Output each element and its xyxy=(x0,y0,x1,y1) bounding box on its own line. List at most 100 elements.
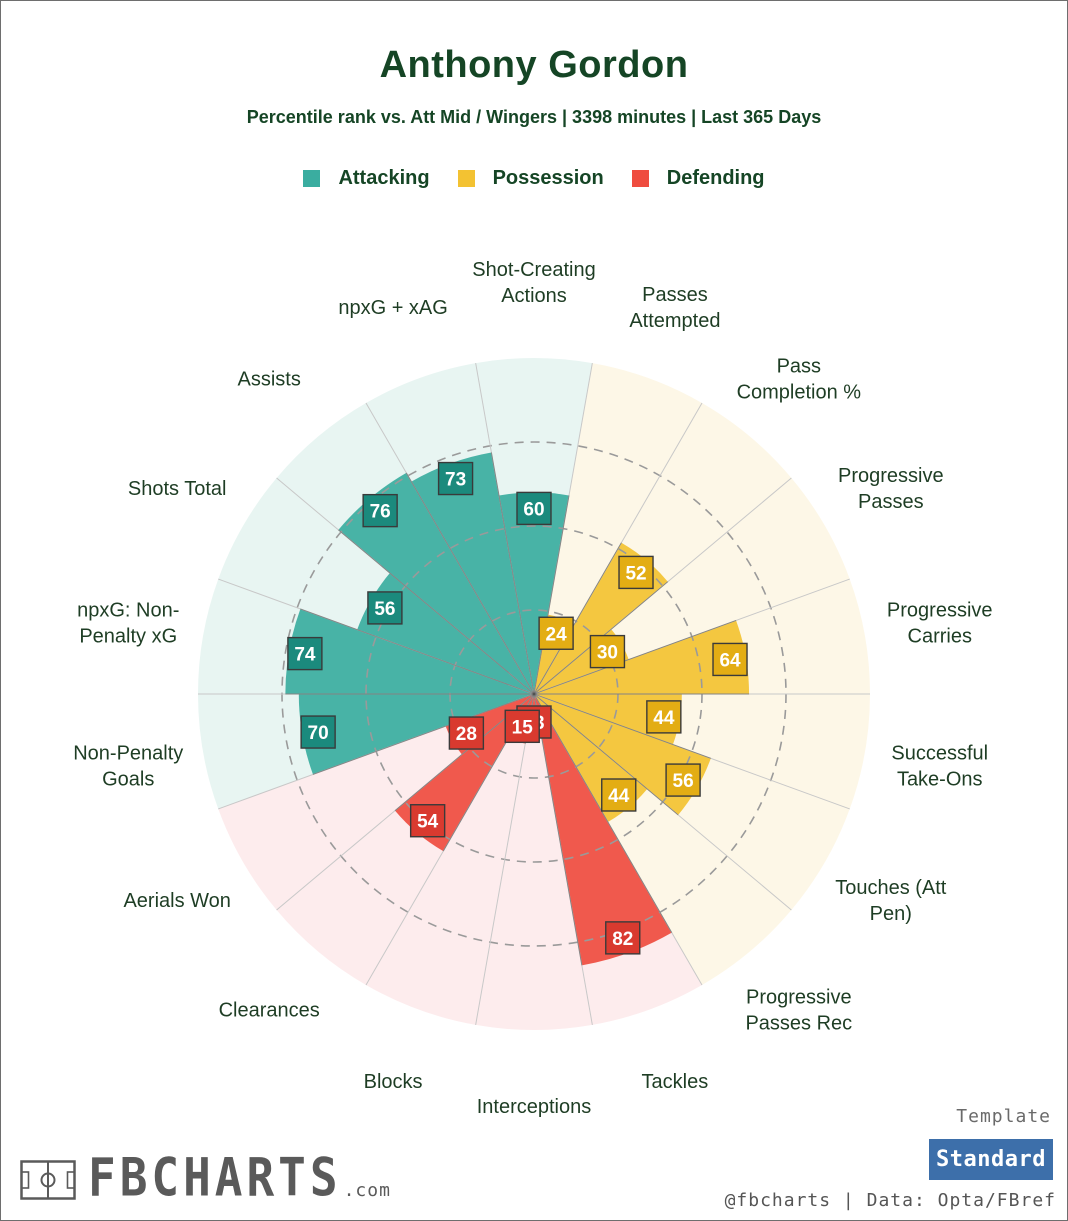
legend-label-defending: Defending xyxy=(666,167,765,189)
value-label-text: 44 xyxy=(608,786,630,807)
bar xyxy=(338,472,534,694)
category-label: Progressive Passes Rec xyxy=(745,987,852,1035)
category-label: Pass Completion % xyxy=(737,355,862,403)
category-label: Shot-Creating Actions xyxy=(472,259,595,307)
bar xyxy=(534,694,682,745)
category-label-line: Attempted xyxy=(629,310,720,332)
bar-divider-line xyxy=(533,693,711,759)
background-sector xyxy=(366,694,534,1025)
data-credit: @fbcharts | Data: Opta/FBref xyxy=(724,1190,1056,1211)
category-label-line: Touches (Att xyxy=(835,877,947,899)
value-label-text: 54 xyxy=(417,812,439,833)
value-label-box xyxy=(605,921,641,955)
value-label-box xyxy=(646,700,682,734)
category-label-line: Passes xyxy=(858,491,924,513)
category-label: Successful Take-Ons xyxy=(891,743,988,791)
category-label: Interceptions xyxy=(477,1096,592,1118)
bar-divider-line xyxy=(533,693,679,816)
value-label: 64 xyxy=(712,642,748,677)
value-label-box xyxy=(589,634,626,669)
category-label-line: Aerials Won xyxy=(123,890,230,912)
value-label-text: 52 xyxy=(625,563,646,584)
category-label-line: Pen) xyxy=(870,903,912,925)
value-label-text: 76 xyxy=(370,502,391,523)
value-label: 56 xyxy=(665,763,701,797)
category-label-line: Progressive xyxy=(746,987,852,1009)
value-label: 44 xyxy=(601,778,637,812)
category-label: Shots Total xyxy=(128,478,227,500)
category-label: Assists xyxy=(237,368,300,390)
bar-divider-line xyxy=(533,693,673,933)
category-label-line: Clearances xyxy=(219,1000,320,1022)
category-label-line: Passes xyxy=(642,284,708,306)
value-label-text: 44 xyxy=(653,708,675,729)
bar-divider-line xyxy=(533,620,737,695)
template-label: Template xyxy=(956,1106,1051,1127)
category-label: Aerials Won xyxy=(123,890,230,912)
category-label-line: Successful xyxy=(891,743,988,765)
value-label: 54 xyxy=(409,804,446,838)
value-label-text: 64 xyxy=(719,650,741,671)
bar xyxy=(298,694,534,775)
value-label-text: 60 xyxy=(523,499,544,520)
category-label: npxG: Non- Penalty xG xyxy=(77,599,179,647)
category-label: Progressive Passes xyxy=(838,465,944,513)
bar-divider-line xyxy=(300,608,535,695)
chart-subtitle: Percentile rank vs. Att Mid / Wingers | … xyxy=(246,107,822,127)
bar-divider-line xyxy=(405,472,535,695)
value-label: 60 xyxy=(516,491,552,526)
bar-divider-line xyxy=(533,693,583,966)
category-label-line: Interceptions xyxy=(477,1096,592,1118)
chart-title: Anthony Gordon xyxy=(379,44,689,86)
category-label-line: npxG + xAG xyxy=(338,297,448,319)
logo-text: FBCHARTS xyxy=(88,1145,342,1209)
value-label-text: 70 xyxy=(308,723,329,744)
logo-suffix: .com xyxy=(343,1180,391,1201)
value-label: 76 xyxy=(362,493,398,528)
pitch-icon xyxy=(20,1160,76,1200)
bar xyxy=(498,492,570,694)
bar-divider-line xyxy=(312,693,535,775)
value-label: 73 xyxy=(437,461,474,496)
legend-label-possession: Possession xyxy=(492,167,604,189)
category-label-line: Non-Penalty xyxy=(73,743,183,765)
bar xyxy=(534,694,672,966)
value-label-text: 24 xyxy=(546,624,568,645)
sector-dividers xyxy=(198,363,870,1025)
bar-divider-line xyxy=(533,542,622,695)
category-label-line: Penalty xG xyxy=(79,625,177,647)
category-label: Blocks xyxy=(364,1071,423,1093)
value-label-text: 82 xyxy=(612,929,633,950)
bar-divider-line xyxy=(338,529,535,695)
value-label-box xyxy=(538,616,574,650)
bar xyxy=(534,620,750,694)
legend-swatch-defending xyxy=(631,170,649,187)
value-label-box xyxy=(712,642,748,677)
value-label-text: 73 xyxy=(445,470,466,491)
category-label: Clearances xyxy=(219,1000,320,1022)
value-label: 28 xyxy=(448,716,485,750)
value-labels: 602452306444564482131554287074567673 xyxy=(287,461,748,955)
category-label: Passes Attempted xyxy=(629,284,720,332)
legend: Attacking Possession Defending xyxy=(0,167,1068,190)
value-label-text: 56 xyxy=(673,771,694,792)
value-label-box xyxy=(448,716,485,750)
template-button[interactable]: Standard xyxy=(929,1139,1053,1180)
category-label-line: Progressive xyxy=(887,599,993,621)
category-label: npxG + xAG xyxy=(338,297,448,319)
category-label-line: Assists xyxy=(237,368,300,390)
value-label: 74 xyxy=(287,636,323,671)
value-label-text: 28 xyxy=(456,724,477,745)
fbcharts-logo: FBCHARTS .com xyxy=(20,1151,391,1203)
category-label: Tackles xyxy=(642,1071,709,1093)
legend-item-attacking: Attacking xyxy=(303,167,430,190)
divider-line xyxy=(475,693,535,1025)
legend-label-attacking: Attacking xyxy=(338,167,430,189)
value-label: 24 xyxy=(538,616,574,650)
value-label-box xyxy=(601,778,637,812)
category-label: Non-Penalty Goals xyxy=(73,743,183,791)
legend-swatch-attacking xyxy=(303,170,321,187)
category-label-line: Shots Total xyxy=(128,478,227,500)
category-label-line: Progressive xyxy=(838,465,944,487)
